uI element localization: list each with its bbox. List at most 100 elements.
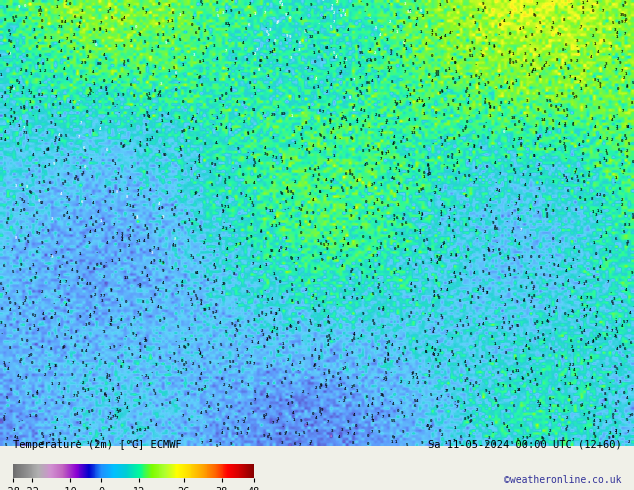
Text: 9: 9	[204, 308, 207, 312]
Text: 5: 5	[172, 229, 175, 233]
Text: 4: 4	[242, 41, 245, 45]
Text: 5: 5	[257, 314, 260, 318]
Text: 9: 9	[50, 255, 53, 259]
Text: 9: 9	[329, 180, 332, 184]
Text: 5: 5	[403, 41, 405, 45]
Text: 8: 8	[139, 313, 141, 317]
Text: 7: 7	[23, 125, 25, 130]
Text: 7: 7	[325, 379, 327, 383]
Text: -: -	[85, 73, 87, 77]
Text: 3: 3	[107, 10, 109, 14]
Text: 2: 2	[601, 202, 604, 206]
Text: 6: 6	[1, 307, 3, 311]
Text: 8: 8	[14, 117, 16, 121]
Text: 8: 8	[145, 227, 148, 231]
Text: 1: 1	[453, 205, 456, 209]
Text: 3: 3	[218, 234, 221, 238]
Text: 9: 9	[612, 435, 614, 439]
Text: 5: 5	[602, 39, 605, 43]
Text: 2: 2	[124, 402, 127, 406]
Text: 2: 2	[529, 300, 532, 304]
Text: 6: 6	[597, 278, 599, 282]
Text: 8: 8	[13, 19, 16, 23]
Text: 6: 6	[472, 15, 474, 19]
Text: 4: 4	[63, 67, 65, 71]
Text: 2: 2	[209, 439, 210, 442]
Text: 8: 8	[313, 364, 316, 368]
Text: 1: 1	[578, 326, 581, 330]
Text: 1: 1	[501, 113, 503, 117]
Text: 5: 5	[548, 98, 551, 103]
Text: 3: 3	[317, 324, 319, 328]
Text: 0: 0	[553, 282, 556, 286]
Text: 3: 3	[440, 315, 443, 318]
Text: 3: 3	[458, 319, 461, 323]
Text: 0: 0	[533, 154, 536, 158]
Text: 0: 0	[94, 357, 96, 361]
Text: 2: 2	[221, 291, 223, 294]
Text: 8: 8	[388, 340, 391, 344]
Text: 2: 2	[536, 137, 539, 141]
Text: 0: 0	[132, 431, 134, 435]
Text: 0: 0	[467, 174, 470, 178]
Text: 2: 2	[476, 408, 479, 412]
Text: 9: 9	[123, 44, 126, 48]
Text: -: -	[116, 103, 119, 107]
Text: 8: 8	[12, 208, 15, 212]
Text: 6: 6	[569, 339, 572, 343]
Text: 1: 1	[431, 29, 433, 33]
Text: -: -	[388, 293, 391, 297]
Text: 6: 6	[627, 402, 630, 406]
Text: 5: 5	[615, 335, 618, 339]
Text: 6: 6	[509, 384, 512, 388]
Text: 7: 7	[320, 413, 322, 417]
Text: 6: 6	[103, 393, 106, 397]
Text: 0: 0	[300, 231, 302, 235]
Text: 8: 8	[4, 18, 6, 22]
Text: 8: 8	[174, 237, 176, 241]
Text: 3: 3	[304, 169, 306, 173]
Text: 1: 1	[249, 197, 251, 201]
Text: 1: 1	[410, 44, 412, 48]
Text: 5: 5	[344, 289, 347, 293]
Text: 4: 4	[621, 324, 623, 328]
Text: -: -	[477, 383, 479, 387]
Text: 5: 5	[10, 388, 13, 392]
Text: 5: 5	[329, 24, 332, 28]
Text: 6: 6	[413, 285, 416, 289]
Text: 6: 6	[156, 130, 158, 134]
Text: 0: 0	[144, 266, 146, 270]
Text: 2: 2	[44, 69, 46, 73]
Text: 6: 6	[415, 263, 417, 267]
Text: 7: 7	[262, 112, 264, 116]
Text: 7: 7	[157, 95, 160, 98]
Text: 5: 5	[21, 338, 23, 342]
Text: 9: 9	[406, 170, 409, 174]
Text: 0: 0	[105, 86, 108, 90]
Text: 4: 4	[139, 33, 141, 37]
Text: 3: 3	[131, 27, 133, 31]
Text: 8: 8	[42, 441, 44, 445]
Text: 2: 2	[535, 124, 538, 128]
Text: 8: 8	[538, 93, 540, 97]
Text: 4: 4	[70, 336, 72, 341]
Text: -: -	[318, 0, 321, 2]
Text: 0: 0	[363, 416, 365, 420]
Text: 7: 7	[569, 294, 572, 299]
Text: -: -	[261, 314, 263, 318]
Text: 6: 6	[578, 250, 580, 254]
Text: 7: 7	[146, 63, 148, 67]
Text: 0: 0	[396, 360, 398, 364]
Text: 0: 0	[181, 284, 184, 288]
Text: 5: 5	[396, 25, 399, 29]
Text: 4: 4	[436, 261, 438, 265]
Text: 4: 4	[387, 353, 390, 357]
Text: 0: 0	[542, 354, 545, 359]
Text: 0: 0	[559, 140, 561, 144]
Text: 9: 9	[104, 200, 106, 204]
Text: 2: 2	[58, 382, 60, 386]
Text: 5: 5	[382, 394, 384, 398]
Text: -: -	[432, 191, 435, 195]
Text: 8: 8	[632, 216, 634, 220]
Text: 0: 0	[623, 392, 625, 395]
